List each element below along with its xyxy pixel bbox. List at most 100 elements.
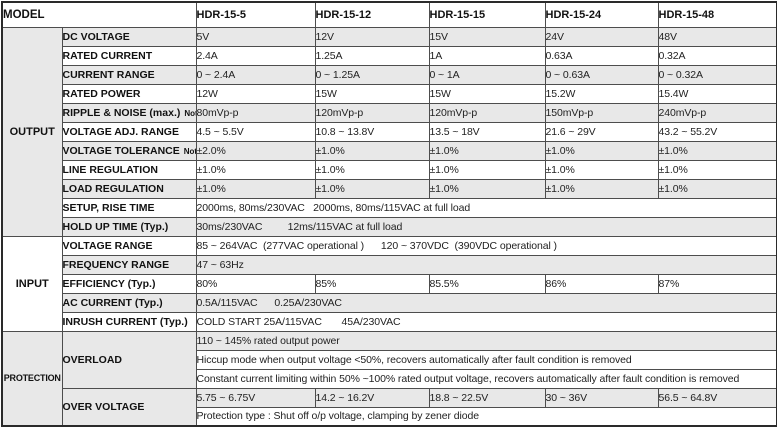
row-label: VOLTAGE ADJ. RANGE (61, 121, 197, 142)
value-cell: ±1.0% (657, 140, 777, 161)
section-label-input: INPUT (1, 235, 63, 332)
row-efficiency: EFFICIENCY (Typ.) 80% 85% 85.5% 86% 87% (2, 273, 777, 294)
value-cell: ±1.0% (195, 159, 316, 180)
value-cell: 10.8 ~ 13.8V (314, 121, 430, 142)
model-column-hdr-15-12: HDR-15-12 (314, 1, 430, 28)
value-cell: 4.5 ~ 5.5V (195, 121, 316, 142)
row-line-regulation: LINE REGULATION ±1.0% ±1.0% ±1.0% ±1.0% … (2, 159, 777, 180)
row-label: RATED POWER (61, 83, 197, 104)
value-cell: 87% (657, 273, 777, 294)
value-cell: 48V (657, 26, 777, 47)
header-row: MODEL HDR-15-5 HDR-15-12 HDR-15-15 HDR-1… (1, 1, 777, 28)
value-cell: ±1.0% (544, 140, 659, 161)
row-label: HOLD UP TIME (Typ.) (61, 216, 197, 237)
row-rated-power: RATED POWER 12W 15W 15W 15.2W 15.4W (2, 83, 777, 104)
row-label: AC CURRENT (Typ.) (61, 292, 197, 313)
model-column-hdr-15-15: HDR-15-15 (428, 1, 546, 28)
value-cell: 56.5 ~ 64.8V (657, 387, 777, 408)
value-cell: ±1.0% (428, 140, 546, 161)
note-ref: Note.2 (184, 108, 196, 118)
value-cell-span: 47 ~ 63Hz (195, 254, 777, 275)
value-cell: 240mVp-p (657, 102, 777, 123)
row-label: VOLTAGE RANGE (61, 235, 197, 256)
value-cell-span: 110 ~ 145% rated output power (195, 330, 777, 351)
row-over-voltage-type: Protection type : Shut off o/p voltage, … (2, 406, 777, 427)
value-cell: ±1.0% (544, 159, 659, 180)
value-cell: ±1.0% (314, 178, 430, 199)
row-label: CURRENT RANGE (61, 64, 197, 85)
row-setup-rise-time: SETUP, RISE TIME 2000ms, 80ms/230VAC 200… (2, 197, 777, 218)
value-cell: 2.4A (195, 45, 316, 66)
value-cell: 15W (428, 83, 546, 104)
value-cell: 0 ~ 2.4A (195, 64, 316, 85)
value-cell: 21.6 ~ 29V (544, 121, 659, 142)
note-ref: Note.3 (183, 146, 196, 156)
model-column-hdr-15-24: HDR-15-24 (544, 1, 659, 28)
row-voltage-range: INPUT VOLTAGE RANGE 85 ~ 264VAC (277VAC … (1, 235, 777, 332)
row-label: FREQUENCY RANGE (61, 254, 197, 275)
value-cell-span: Protection type : Shut off o/p voltage, … (195, 406, 777, 427)
value-cell: 43.2 ~ 55.2V (657, 121, 777, 142)
value-cell-span: COLD START 25A/115VAC 45A/230VAC (195, 311, 777, 332)
value-cell: ±1.0% (657, 178, 777, 199)
model-column-hdr-15-5: HDR-15-5 (195, 1, 316, 28)
row-overload-1: PROTECTION OVERLOAD 110 ~ 145% rated out… (1, 330, 777, 427)
row-voltage-tolerance: VOLTAGE TOLERANCENote.3 ±2.0% ±1.0% ±1.0… (2, 140, 777, 161)
row-label: EFFICIENCY (Typ.) (61, 273, 197, 294)
value-cell: 120mVp-p (428, 102, 546, 123)
row-frequency-range: FREQUENCY RANGE 47 ~ 63Hz (2, 254, 777, 275)
value-cell-span: 30ms/230VAC 12ms/115VAC at full load (195, 216, 777, 237)
value-cell: ±1.0% (314, 159, 430, 180)
section-label-output: OUTPUT (1, 26, 63, 237)
value-cell: 1.25A (314, 45, 430, 66)
row-label-text: VOLTAGE TOLERANCE (62, 144, 180, 157)
value-cell-span: 2000ms, 80ms/230VAC 2000ms, 80ms/115VAC … (195, 197, 777, 218)
row-label-overload: OVERLOAD (61, 330, 197, 389)
value-cell-span: 0.5A/115VAC 0.25A/230VAC (195, 292, 777, 313)
row-label: LINE REGULATION (61, 159, 197, 180)
value-cell: 0.32A (657, 45, 777, 66)
row-dc-voltage: OUTPUT DC VOLTAGE 5V 12V 15V 24V 48V (1, 26, 777, 237)
value-cell: 24V (544, 26, 659, 47)
row-ripple-noise: RIPPLE & NOISE (max.)Note.2 80mVp-p 120m… (2, 102, 777, 123)
value-cell-span: 85 ~ 264VAC (277VAC operational ) 120 ~ … (195, 235, 777, 256)
value-cell: 1A (428, 45, 546, 66)
row-label: RATED CURRENT (61, 45, 197, 66)
value-cell: ±1.0% (314, 140, 430, 161)
value-cell: 15W (314, 83, 430, 104)
row-label: SETUP, RISE TIME (61, 197, 197, 218)
row-load-regulation: LOAD REGULATION ±1.0% ±1.0% ±1.0% ±1.0% … (2, 178, 777, 199)
value-cell: ±1.0% (428, 178, 546, 199)
value-cell: 85.5% (428, 273, 546, 294)
section-label-protection: PROTECTION (1, 330, 63, 427)
row-overload-2: Hiccup mode when output voltage <50%, re… (2, 349, 777, 370)
value-cell: 30 ~ 36V (544, 387, 659, 408)
value-cell: 86% (544, 273, 659, 294)
row-label: VOLTAGE TOLERANCENote.3 (61, 140, 197, 161)
row-label-text: RIPPLE & NOISE (max.) (62, 106, 181, 119)
row-over-voltage-values: OVER VOLTAGE 5.75 ~ 6.75V 14.2 ~ 16.2V 1… (2, 387, 777, 427)
value-cell: 0 ~ 0.32A (657, 64, 777, 85)
value-cell: 80% (195, 273, 316, 294)
value-cell: 0 ~ 0.63A (544, 64, 659, 85)
value-cell: 0 ~ 1.25A (314, 64, 430, 85)
row-hold-up-time: HOLD UP TIME (Typ.) 30ms/230VAC 12ms/115… (2, 216, 777, 237)
value-cell: 150mVp-p (544, 102, 659, 123)
value-cell: ±1.0% (195, 178, 316, 199)
value-cell: 5V (195, 26, 316, 47)
row-label: DC VOLTAGE (61, 26, 197, 47)
value-cell: 15V (428, 26, 546, 47)
value-cell: ±1.0% (428, 159, 546, 180)
value-cell: 120mVp-p (314, 102, 430, 123)
value-cell: 80mVp-p (195, 102, 316, 123)
value-cell: 5.75 ~ 6.75V (195, 387, 316, 408)
value-cell: ±1.0% (657, 159, 777, 180)
model-column-hdr-15-48: HDR-15-48 (657, 1, 777, 28)
value-cell: 15.4W (657, 83, 777, 104)
row-label: LOAD REGULATION (61, 178, 197, 199)
value-cell: 14.2 ~ 16.2V (314, 387, 430, 408)
value-cell: 85% (314, 273, 430, 294)
row-label: INRUSH CURRENT (Typ.) (61, 311, 197, 332)
